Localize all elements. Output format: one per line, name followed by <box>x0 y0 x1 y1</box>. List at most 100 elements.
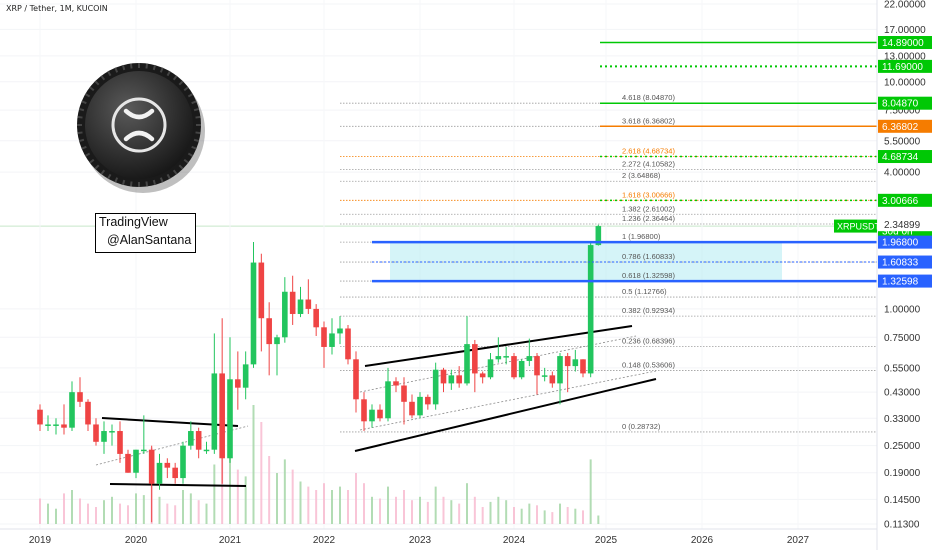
candle-body <box>188 431 194 446</box>
candle-body <box>401 385 407 402</box>
candle-body <box>61 424 67 428</box>
candle-body <box>479 373 486 378</box>
coin-ridge <box>178 80 184 86</box>
coin-ridge <box>81 145 87 150</box>
coin-ridge <box>78 138 85 143</box>
candle-body <box>258 262 265 319</box>
time-axis[interactable]: 2019 2020 2021 2022 2023 2024 2025 2026 2027 <box>0 528 877 546</box>
candle-body <box>282 291 288 338</box>
volume-bar <box>166 503 169 524</box>
candle <box>117 421 123 463</box>
price-label: 14.89000 <box>882 38 924 49</box>
candlesticks <box>37 224 602 523</box>
y-tick-label: 0.55000 <box>884 363 921 374</box>
symbol-badge: XRPUSDT <box>837 222 881 232</box>
coin-ridge <box>84 93 91 98</box>
fib-level-label: 0 (0.28732) <box>622 422 661 431</box>
volume-bar <box>355 473 357 524</box>
candle <box>456 366 462 388</box>
candle-body <box>85 401 91 425</box>
candle-body <box>572 359 579 367</box>
fib-level-label: 0.382 (0.92934) <box>622 306 675 315</box>
volume-bar <box>489 501 492 524</box>
volume-bar <box>434 486 437 524</box>
candle-body <box>289 291 296 314</box>
candle-body <box>211 373 218 450</box>
candle <box>242 351 249 400</box>
candle-body <box>495 356 502 360</box>
candle-body <box>557 356 563 384</box>
volume-bar <box>182 490 184 524</box>
volume-bar <box>205 503 208 524</box>
coin-ridge <box>89 86 95 92</box>
candle <box>549 371 556 388</box>
candle <box>219 318 225 484</box>
candle <box>282 277 288 343</box>
volume-bar <box>244 476 247 524</box>
coin-ridge <box>195 115 201 119</box>
coin-ridge <box>178 164 184 170</box>
price-label-bg <box>878 119 932 133</box>
price-label: 8.04870 <box>882 99 919 110</box>
y-tick-label: 0.75000 <box>884 333 921 344</box>
x-tick-label: 2019 <box>29 535 52 546</box>
volume-bar <box>87 503 89 524</box>
y-tick-label: 0.19000 <box>884 468 921 479</box>
candle-body <box>250 262 257 365</box>
candle-body <box>432 369 439 405</box>
x-tick-label: 2027 <box>787 535 810 546</box>
candle-body <box>409 401 415 416</box>
x-tick-label: 2021 <box>219 535 242 546</box>
y-tick-label: 22.00000 <box>884 0 926 11</box>
candle-body <box>511 356 517 378</box>
candle <box>321 321 327 368</box>
volume-bar <box>103 500 105 524</box>
candle <box>345 324 351 365</box>
candle <box>440 367 447 393</box>
price-label: 4.68734 <box>882 152 919 163</box>
coin-ridge <box>129 181 133 187</box>
candle <box>61 404 67 435</box>
volume-bar <box>419 496 421 524</box>
coin-ridge <box>183 86 189 92</box>
volume-bars <box>39 405 600 524</box>
coin-ridge <box>94 164 100 170</box>
candle <box>203 441 210 454</box>
watermark-line-2: @AlanSantana <box>107 233 192 247</box>
candle <box>526 338 533 367</box>
y-tick-label: 0.43000 <box>884 388 921 399</box>
coin-ridge <box>107 173 112 180</box>
volume-bar <box>379 498 381 524</box>
candle-body <box>235 379 241 388</box>
fib-level-label: 4.618 (8.04870) <box>622 93 675 102</box>
volume-bar <box>260 422 263 524</box>
fib-level-label: 2 (3.64868) <box>622 171 661 180</box>
coin-ridge <box>166 173 171 180</box>
coin-ridge <box>77 115 83 119</box>
candle-body <box>101 431 107 442</box>
x-tick-label: 2026 <box>691 535 714 546</box>
fib-level-label: 0.5 (1.12766) <box>622 287 667 296</box>
price-axis[interactable]: 22.00000 17.00000 13.00000 10.00000 7.50000 5… <box>834 0 932 550</box>
candle-body <box>518 360 525 378</box>
volume-bar <box>197 500 200 524</box>
candle-body <box>472 344 478 374</box>
trend-line <box>359 335 637 393</box>
price-label-bg <box>878 59 932 73</box>
y-tick-label: 0.14500 <box>884 495 921 506</box>
volume-bar <box>528 503 531 524</box>
price-label: 11.69000 <box>882 62 923 73</box>
trend-lines <box>95 325 657 487</box>
candle <box>313 304 319 336</box>
candle-body <box>203 449 210 452</box>
candle-body <box>385 381 391 419</box>
coin-ridge <box>84 152 91 157</box>
volume-bar <box>466 483 468 524</box>
candle <box>93 418 99 446</box>
price-label-bg <box>878 36 932 50</box>
candle-body <box>329 333 335 347</box>
candle-body <box>440 369 447 384</box>
volume-bar <box>47 503 49 524</box>
volume-bar <box>411 500 413 524</box>
